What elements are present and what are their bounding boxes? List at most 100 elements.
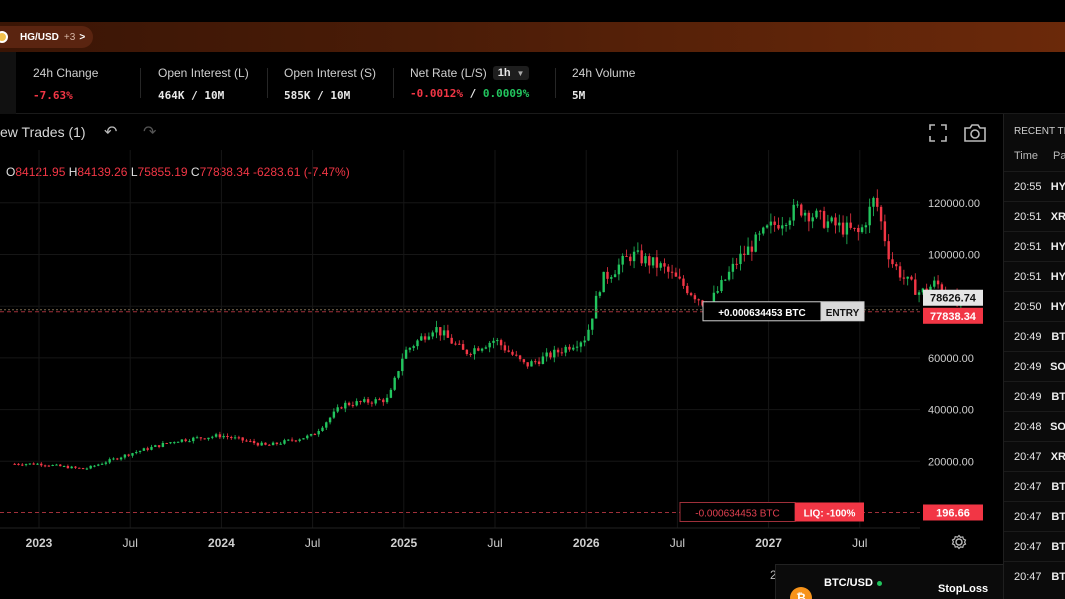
trade-pair: BT [1051,570,1065,583]
candle-body [89,465,92,469]
stat-label: Open Interest (L) [158,66,249,80]
candle-body [142,448,146,451]
candle-body [207,437,210,440]
trade-row[interactable]: 20:47 BT [1004,501,1065,531]
trade-pair: HY [1050,270,1065,283]
candle-body [461,344,465,350]
candle-body [74,466,77,468]
col-pair: Pa [1053,150,1065,162]
candle-body [328,417,332,423]
trade-pair: BT [1051,480,1065,493]
candle-body [891,259,894,265]
candle-body [822,211,826,228]
candle-body [173,442,176,444]
gear-icon[interactable] [951,534,967,550]
candle-body [237,437,241,439]
price-chart[interactable]: +0.000634453 BTC ENTRY -0.000634453 BTC LIQ… [0,150,1003,560]
entry-marker[interactable]: +0.000634453 BTC ENTRY [702,301,865,322]
candle-body [807,212,811,222]
candle-body [860,227,864,233]
price-label: 196.66 [923,504,983,521]
camera-icon[interactable] [963,123,987,143]
candle-body [758,233,761,235]
candle-body [32,463,35,465]
candle-body [594,295,598,319]
liquidation-marker[interactable]: -0.000634453 BTC LIQ: -100% [679,501,864,522]
candle-body [176,441,180,443]
candle-body [275,442,279,444]
candle-body [496,340,499,342]
candle-body [678,276,681,279]
candle-body [249,440,252,442]
candle-body [621,255,624,265]
candle-body [720,280,723,292]
view-trades-toggle[interactable]: ew Trades (1) [0,124,86,140]
net-rate-sep: / [462,87,483,100]
candle-body [17,463,20,465]
trade-row[interactable]: 20:47 BT [1004,471,1065,501]
candle-body [667,266,670,272]
candle-body [283,440,286,444]
ohlc-high: 84139.26 [77,165,128,179]
candle-body [792,204,795,221]
candle-body [313,434,317,436]
candle-body [834,217,837,226]
net-rate-long: -0.0012% [410,87,463,100]
candle-body [165,443,168,445]
trade-row[interactable]: 20:47 BT [1004,561,1065,591]
trade-row[interactable]: 20:51 HY [1004,261,1065,291]
trade-row[interactable]: 20:51 XR [1004,201,1065,231]
trade-row[interactable]: 20:51 HY [1004,231,1065,261]
candle-body [355,401,358,406]
stoploss-tab[interactable]: StopLoss [938,583,989,595]
timeframe-select[interactable]: 1h ▼ [492,66,530,80]
candle-body [811,217,814,222]
x-tick-label: Jul [487,536,502,550]
net-rate-short: 0.0009% [482,87,530,100]
candle-body [344,402,347,409]
trade-row[interactable]: 20:49 SO [1004,351,1065,381]
candle-body [553,349,556,358]
trade-row[interactable]: 20:47 BT [1004,531,1065,561]
candle-body [914,279,917,295]
trade-row[interactable]: 20:49 BT [1004,381,1065,411]
candle-body [150,446,153,450]
trade-time: 20:47 [1014,480,1042,493]
candle-body [97,464,100,466]
candle-body [241,437,244,441]
order-symbol[interactable]: BTC/USD [824,577,882,589]
candle-body [420,336,423,341]
fullscreen-icon[interactable] [929,124,947,142]
candle-body [306,435,309,439]
price-label: 77838.34 [923,307,983,324]
redo-icon[interactable]: ↷ [143,124,157,141]
candle-body [579,342,583,347]
candle-body [929,286,932,292]
candle-body [81,468,85,470]
ohlc-close-label: C [190,165,200,179]
candle-body [503,345,507,351]
candle-body [43,465,47,467]
candle-body [393,377,396,390]
status-dot-icon [876,580,882,586]
candle-body [199,437,203,439]
candle-body [587,329,590,341]
trade-row[interactable]: 20:50 HY [1004,291,1065,321]
trade-pair: SO [1050,420,1065,433]
trade-row[interactable]: 20:48 SO [1004,411,1065,441]
stat-value: 5M [572,89,586,102]
ohlc-low: 75855.19 [137,165,188,179]
candle-body [211,436,214,438]
candle-body [423,336,427,340]
pair-chip[interactable]: HG/USD +3 > [0,26,94,48]
candle-body [378,399,381,401]
market-tabs-banner: HG/USD +3 > [0,22,1065,52]
candle-body [777,224,780,229]
trade-row[interactable]: 20:47 XR [1004,441,1065,471]
trade-row[interactable]: 20:49 BT [1004,321,1065,351]
candle-body [906,276,909,279]
candle-body [655,257,659,268]
candle-body [560,352,564,354]
trade-row[interactable]: 20:55 HY [1004,171,1065,201]
undo-icon[interactable]: ↶ [104,124,118,141]
